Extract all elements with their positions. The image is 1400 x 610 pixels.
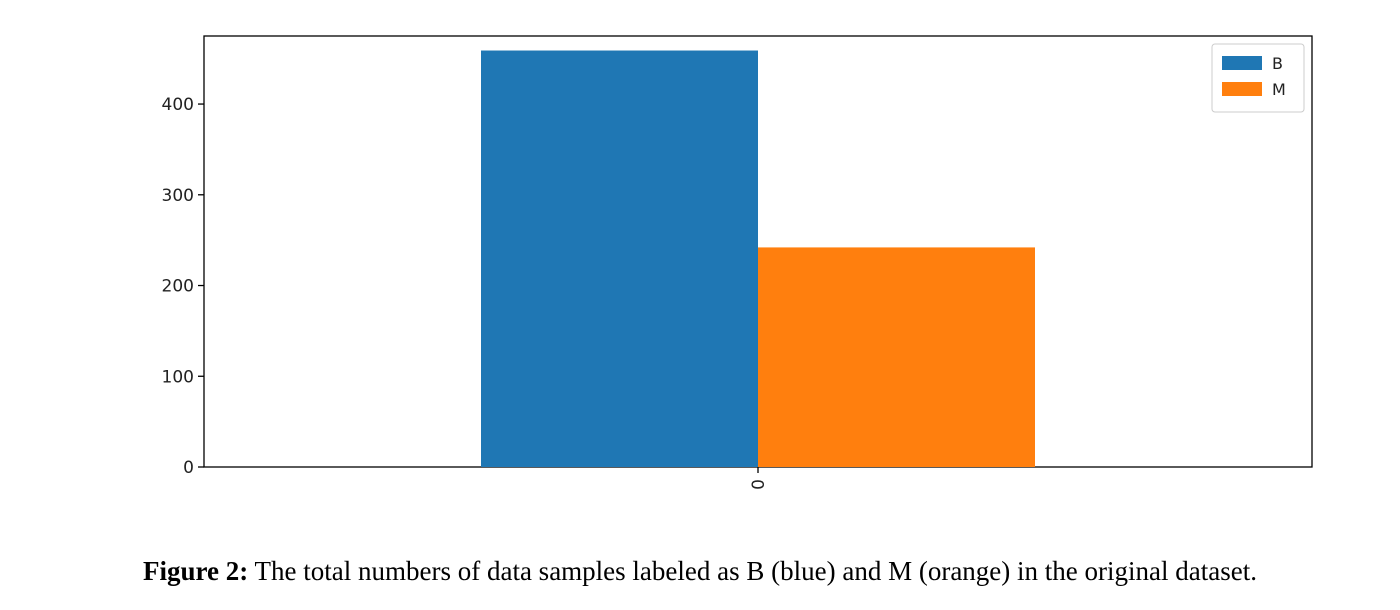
legend: BM [1211,43,1305,113]
y-tick-label-100: 100 [162,367,194,387]
legend-swatch-m [1222,82,1262,96]
x-tick-label-0: 0 [749,479,769,490]
bar-chart: 0 100 200 300 400 0 BM [162,35,1313,490]
legend-box [1211,43,1305,113]
y-tick-label-0: 0 [183,458,194,478]
legend-label-b: B [1272,54,1283,73]
caption-label: Figure 2: [143,556,249,586]
bar-b-0 [481,50,758,468]
caption-text: The total numbers of data samples labele… [248,556,1257,586]
legend-swatch-b [1222,56,1262,70]
y-tick-label-400: 400 [162,95,194,115]
bar-m-0 [758,247,1035,467]
y-tick-label-200: 200 [162,277,194,297]
y-axis: 0 100 200 300 400 [162,95,204,478]
y-tick-label-300: 300 [162,186,194,206]
bars-group [481,50,1035,468]
figure-caption: Figure 2: The total numbers of data samp… [0,556,1400,587]
legend-label-m: M [1272,80,1286,99]
x-axis: 0 [749,467,769,490]
